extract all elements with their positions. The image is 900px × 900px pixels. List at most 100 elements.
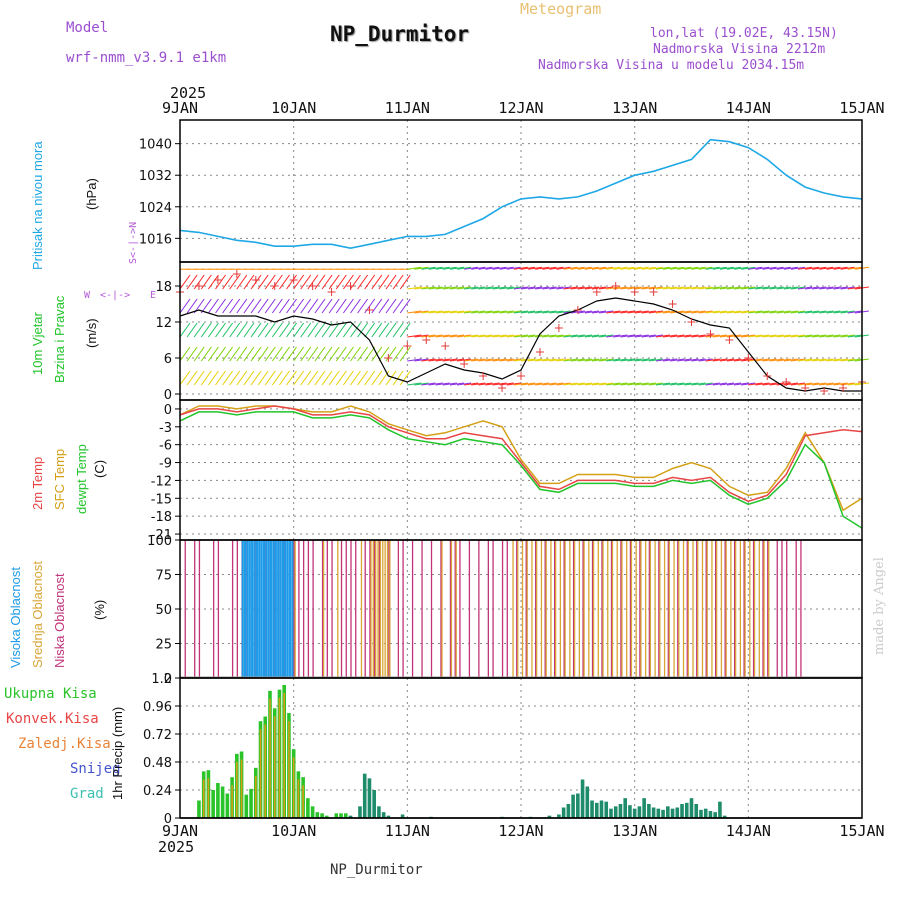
wind-barb (399, 298, 411, 314)
wind-barb (506, 266, 521, 270)
wind-barb (464, 266, 479, 270)
wind-barb (556, 334, 571, 338)
wind-barb (762, 382, 777, 386)
gust-marker (611, 282, 620, 290)
wind-barb (641, 266, 656, 270)
ytick-label: 50 (155, 603, 172, 618)
wind-barb (399, 370, 411, 386)
wind-barb (399, 274, 411, 290)
xtick-bottom-label: 14JAN (726, 822, 771, 840)
precip-bar (220, 786, 225, 818)
wind-barb (307, 298, 319, 314)
wind-barb (229, 370, 241, 386)
wind-barb (321, 322, 333, 338)
wind-barb (520, 358, 536, 362)
wind-barb (485, 286, 500, 290)
compass-vert: S<-|->N (128, 221, 139, 264)
wind-barb (293, 346, 305, 362)
wind-barb (549, 266, 564, 270)
wind-barb (741, 286, 756, 290)
wind-barb (847, 310, 862, 314)
wind-barb (464, 358, 479, 362)
precip-bar (249, 788, 253, 818)
precip-bar (580, 779, 585, 818)
precip-legend-total: Ukupna Kisa (4, 686, 97, 702)
wind-barb (663, 334, 678, 338)
wind-barb (563, 286, 578, 290)
wind-barb (200, 370, 212, 386)
wind-barb (677, 266, 692, 270)
wind-barb (591, 334, 607, 338)
wind-barb (464, 286, 479, 290)
wind-barb (414, 334, 429, 338)
wind-barb (734, 266, 749, 270)
precip-bar (666, 806, 670, 818)
wind-barb (833, 310, 848, 314)
wind-barb (805, 382, 820, 386)
wind-barb (421, 382, 436, 386)
wind-barb (584, 334, 600, 338)
wind-barb (655, 266, 671, 270)
ytick-label: 18 (155, 280, 172, 295)
precip-bar (722, 815, 727, 818)
meteogram-label: Meteogram (520, 0, 602, 18)
wind-barb (542, 310, 557, 314)
wind-barb (449, 334, 465, 338)
wind-barb (464, 310, 479, 314)
wind-barb (449, 286, 465, 290)
wind-barb (243, 370, 255, 386)
wind-barb (492, 266, 507, 270)
pressure-ylabel: Pritisak na nivou mora (30, 141, 45, 270)
wind-barb (392, 298, 404, 314)
gust-marker (535, 348, 544, 356)
wind-barb (328, 298, 340, 314)
ytick-label: -12 (151, 474, 172, 489)
wind-barb (407, 382, 422, 386)
wind-barb (712, 310, 727, 314)
wind-barb (222, 370, 234, 386)
wind-barb (726, 310, 742, 314)
wind-barb (627, 266, 642, 270)
wind-barb (577, 358, 592, 362)
wind-barb (392, 322, 404, 338)
wind-barb (663, 266, 678, 270)
model-name: wrf-nmm_v3.9.1 e1km (66, 50, 227, 66)
wind-barb (570, 334, 585, 338)
wind-barb (243, 298, 255, 314)
wind-barb (670, 266, 685, 270)
wind-barb (599, 334, 614, 338)
ytick-label: 1024 (139, 201, 172, 216)
wind-barb (421, 286, 436, 290)
wind-barb (279, 274, 290, 290)
temp-unit: (C) (92, 459, 107, 478)
wind-barb (627, 358, 642, 362)
wind-barb (748, 334, 763, 338)
high-cloud-bar (260, 540, 263, 678)
wind-barb (712, 358, 727, 362)
precip-bar (637, 806, 642, 818)
wind-barb (293, 322, 305, 338)
wind-barb (250, 370, 262, 386)
pressure-unit: (hPa) (84, 178, 99, 210)
wind-barb (677, 310, 692, 314)
wind-barb (606, 358, 621, 362)
wind-barb (833, 266, 848, 270)
precip-bar (310, 806, 315, 818)
ytick-label: 75 (155, 569, 172, 584)
wind-barb (776, 334, 791, 338)
wind-barb (321, 370, 333, 386)
wind-barb (535, 334, 550, 338)
wind-barb (208, 370, 219, 386)
wind-barb (584, 310, 600, 314)
wind-barb (741, 382, 756, 386)
wind-barb (307, 346, 319, 362)
gust-marker (403, 342, 412, 350)
wind-barb (833, 286, 848, 290)
wind-barb (584, 286, 600, 290)
wind-barb (634, 358, 649, 362)
wind-barb (755, 334, 770, 338)
ytick-label: -18 (151, 510, 172, 525)
pressure-line (179, 138, 863, 250)
wind-barb (520, 286, 536, 290)
wind-barb (691, 358, 706, 362)
